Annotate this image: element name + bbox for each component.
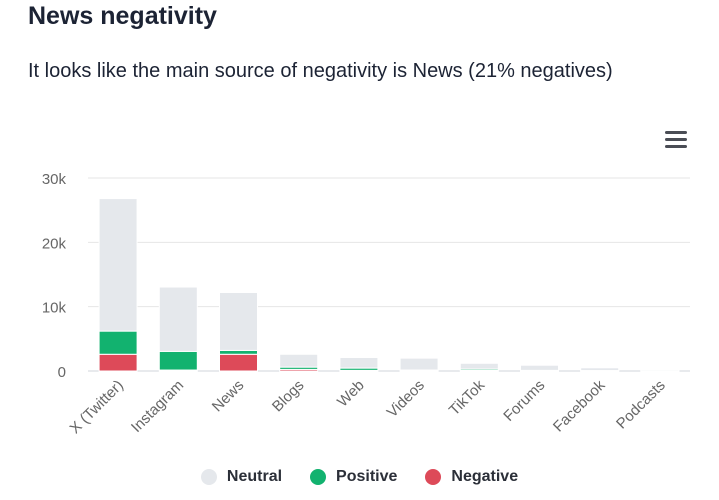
legend-label: Positive [336, 468, 398, 485]
legend-item-negative[interactable]: Negative [425, 468, 518, 486]
legend-item-neutral[interactable]: Neutral [200, 468, 283, 486]
x-tick-label: TikTok [446, 376, 489, 419]
y-tick-label: 0 [58, 364, 66, 381]
menu-line [665, 131, 687, 134]
x-tick-label: Videos [384, 377, 428, 421]
x-tick-label: Forums [500, 377, 548, 425]
bar-positive [98, 330, 138, 355]
bar-neutral [279, 353, 319, 368]
bar-negative [219, 353, 258, 372]
x-tick-label: Web [334, 377, 368, 411]
bar-neutral [640, 369, 680, 372]
legend-swatch [310, 469, 327, 485]
bar-neutral [399, 357, 439, 371]
legend-item-positive[interactable]: Positive [310, 468, 397, 486]
bar-negative [98, 353, 138, 372]
menu-line [665, 138, 687, 141]
bar-positive [219, 349, 258, 355]
x-tick-label: Instagram [128, 377, 187, 436]
x-tick-label: Podcasts [613, 377, 669, 433]
legend-label: Negative [451, 468, 519, 485]
menu-line [665, 145, 687, 148]
page-title: News negativity [28, 2, 217, 30]
bar-neutral [98, 198, 138, 332]
x-tick-label: News [209, 377, 248, 416]
legend-label: Neutral [226, 468, 283, 485]
bar-neutral [339, 356, 379, 369]
bar-neutral [580, 367, 620, 372]
bar-neutral [459, 362, 499, 370]
bar-neutral [520, 364, 559, 371]
x-tick-label: X (Twitter) [67, 377, 127, 437]
y-tick-label: 10k [42, 300, 67, 317]
x-tick-label: Facebook [550, 376, 609, 435]
legend-swatch [200, 469, 217, 485]
bar-neutral [158, 286, 198, 352]
legend-swatch [425, 469, 442, 485]
hamburger-menu-icon[interactable] [662, 128, 690, 152]
bar-neutral [219, 292, 258, 351]
y-tick-label: 30k [42, 171, 67, 188]
y-tick-label: 20k [42, 235, 67, 252]
stacked-bar-chart: 0 10k 20k 30k X (Twitter) Instagram News Blogs W… [42, 171, 690, 437]
chart-subtitle: It looks like the main source of negativ… [28, 60, 613, 82]
bar-positive [158, 350, 198, 371]
x-tick-label: Blogs [269, 377, 308, 416]
chart-legend: Neutral Positive Negative [0, 468, 719, 486]
